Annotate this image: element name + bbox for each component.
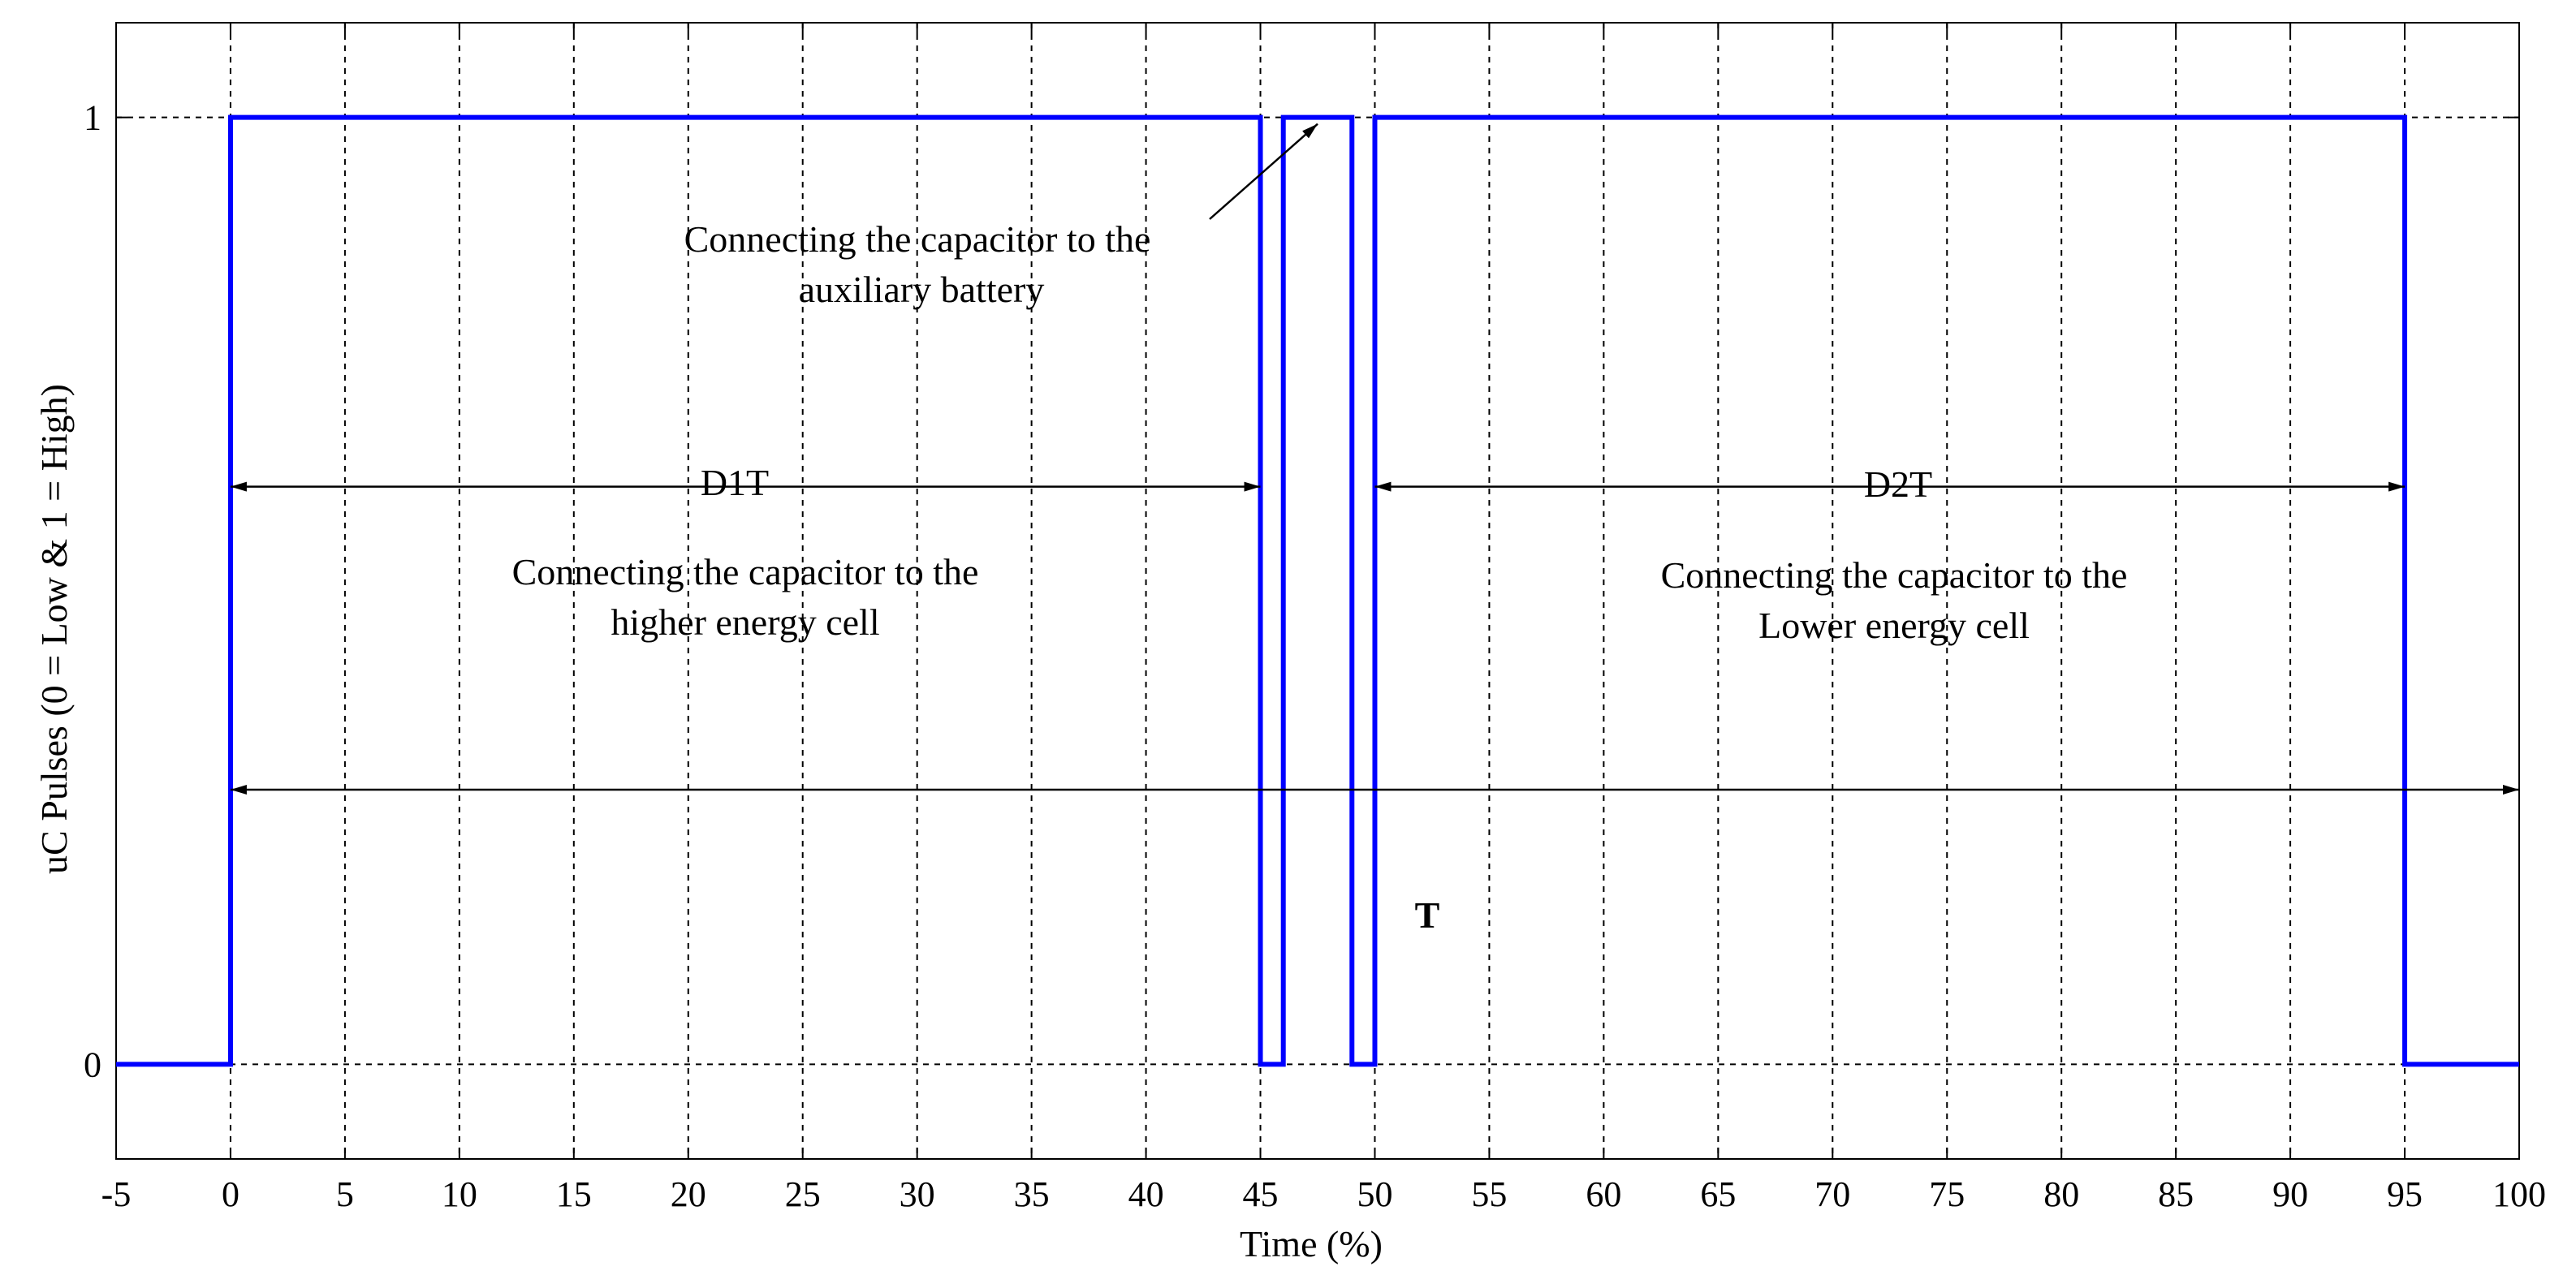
x-tick-label: 75: [1929, 1174, 1965, 1214]
x-tick-labels: -5 0 5 10 15 20 25 30 35 40 45 50 55 60 65 70 75 80 85 90 95…: [101, 1174, 2546, 1214]
x-tick-label: 0: [222, 1174, 239, 1214]
x-tick-label: 60: [1586, 1174, 1621, 1214]
x-tick-label: 100: [2492, 1174, 2546, 1214]
annotation-arrows: [230, 123, 2519, 795]
x-tick-label: 25: [785, 1174, 821, 1214]
x-tick-label: 95: [2387, 1174, 2423, 1214]
y-axis-title: uC Pulses (0 = Low & 1 = High): [33, 384, 75, 874]
x-tick-label: 5: [336, 1174, 354, 1214]
aux-pointer-arrow: [1209, 123, 1318, 220]
x-tick-label: 40: [1128, 1174, 1164, 1214]
x-tick-label: 10: [442, 1174, 477, 1214]
pulse-series-line: [116, 114, 2519, 1067]
x-tick-label: 50: [1357, 1174, 1392, 1214]
x-tick-label: 80: [2043, 1174, 2079, 1214]
aux-description-line1: Connecting the capacitor to the: [684, 218, 1151, 260]
x-tick-label: 15: [556, 1174, 592, 1214]
period-label: T: [1415, 894, 1440, 936]
x-tick-label: 55: [1471, 1174, 1507, 1214]
x-axis-title: Time (%): [1240, 1223, 1383, 1264]
x-tick-label: 35: [1014, 1174, 1050, 1214]
d1t-description-line1: Connecting the capacitor to the: [512, 551, 979, 592]
x-tick-label: 20: [671, 1174, 706, 1214]
series-layer: [116, 114, 2519, 1067]
d1t-label: D1T: [701, 462, 769, 503]
y-tick-label: 1: [84, 98, 101, 138]
x-tick-label: 70: [1814, 1174, 1850, 1214]
x-tick-label: 65: [1700, 1174, 1736, 1214]
y-tick-label: 0: [84, 1045, 101, 1084]
plot-frame: [115, 22, 2520, 1160]
x-tick-label: 45: [1243, 1174, 1279, 1214]
y-tick-labels: 01: [84, 98, 101, 1085]
x-tick-label: 30: [900, 1174, 935, 1214]
d1t-description-line2: higher energy cell: [611, 601, 879, 643]
d2t-description-line1: Connecting the capacitor to the: [1661, 554, 2128, 596]
d2t-description-line2: Lower energy cell: [1758, 605, 2030, 646]
x-tick-label: 85: [2158, 1174, 2194, 1214]
x-tick-label: 90: [2272, 1174, 2308, 1214]
x-tick-label: -5: [101, 1174, 132, 1214]
aux-description-line2: auxiliary battery: [799, 269, 1045, 310]
d2t-label: D2T: [1864, 463, 1932, 505]
